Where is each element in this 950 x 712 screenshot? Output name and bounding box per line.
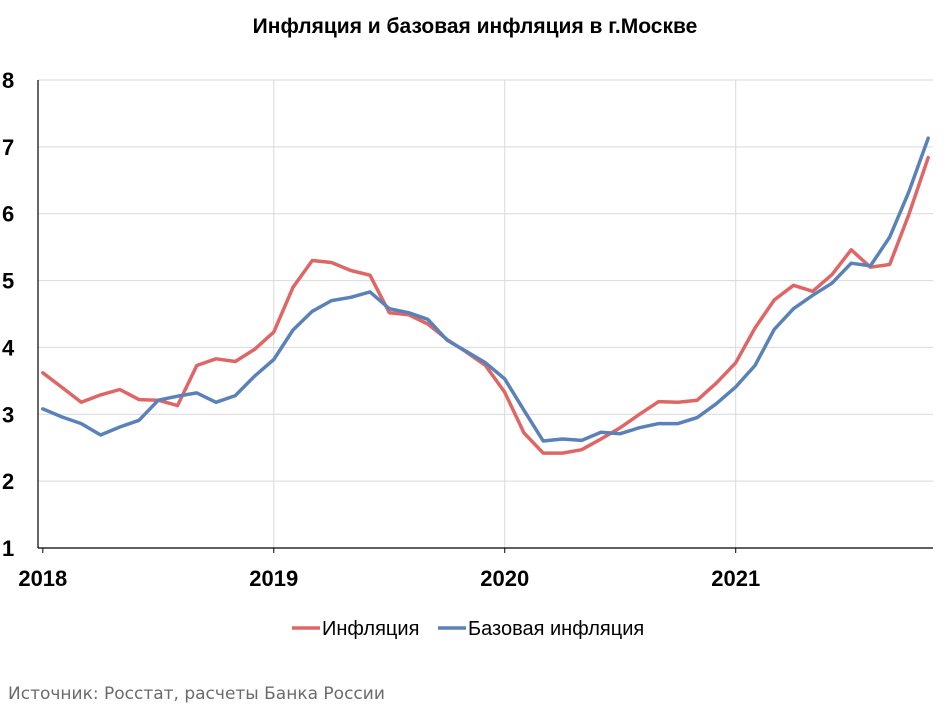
x-tick-label-2018: 2018 bbox=[18, 566, 67, 591]
y-tick-label-5: 5 bbox=[2, 269, 14, 294]
y-tick-label-7: 7 bbox=[2, 135, 14, 160]
legend: Инфляция Базовая инфляция bbox=[292, 618, 644, 640]
source-note: Источник: Росстат, расчеты Банка России bbox=[8, 684, 385, 704]
y-tick-label-4: 4 bbox=[2, 335, 15, 360]
series-line-0 bbox=[41, 155, 930, 455]
series-layer bbox=[41, 136, 930, 455]
chart-title: Инфляция и базовая инфляция в г.Москве bbox=[253, 15, 698, 38]
series-line-1 bbox=[41, 136, 930, 443]
legend-label-0: Инфляция bbox=[322, 618, 419, 640]
y-tick-label-3: 3 bbox=[2, 402, 14, 427]
grid bbox=[38, 79, 933, 548]
legend-label-1: Базовая инфляция bbox=[468, 618, 644, 640]
y-tick-label-2: 2 bbox=[2, 469, 14, 494]
x-tick-label-2019: 2019 bbox=[249, 566, 298, 591]
x-tick-label-2020: 2020 bbox=[480, 566, 529, 591]
y-tick-label-6: 6 bbox=[2, 202, 14, 227]
y-tick-label-1: 1 bbox=[2, 536, 14, 561]
y-tick-label-8: 8 bbox=[2, 68, 14, 93]
x-tick-label-2021: 2021 bbox=[711, 566, 760, 591]
tick-labels: 1 2 3 4 5 6 7 8 2018 2019 2020 2021 bbox=[2, 68, 760, 591]
axes bbox=[37, 80, 933, 553]
